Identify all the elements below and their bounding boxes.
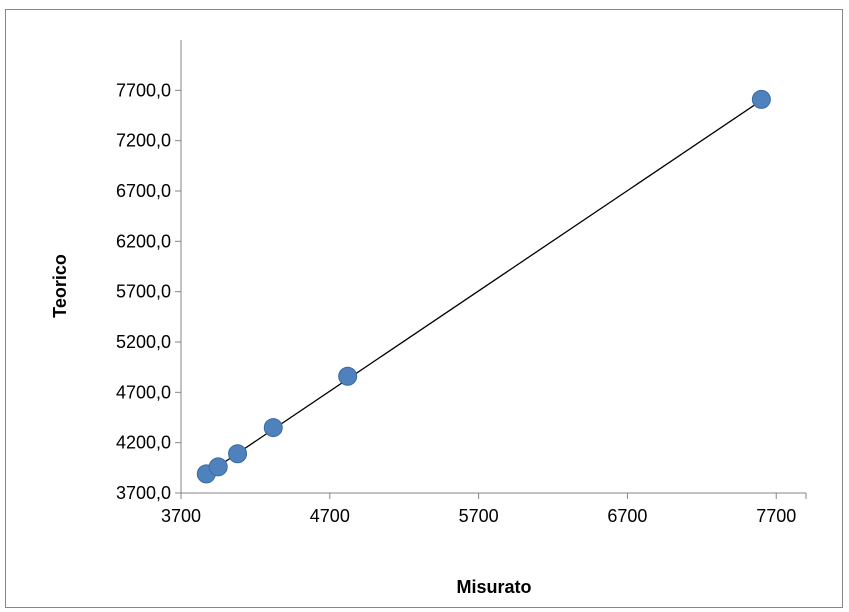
- y-tick-label: 5700,0: [116, 282, 171, 302]
- x-tick-label: 4700: [310, 506, 350, 526]
- y-axis-title: Teorico: [50, 254, 70, 318]
- y-tick-label: 6700,0: [116, 181, 171, 201]
- data-point: [751, 89, 771, 109]
- y-tick-label: 3700,0: [116, 483, 171, 503]
- data-point: [263, 418, 283, 438]
- x-tick-label: 7700: [756, 506, 796, 526]
- x-tick-label: 5700: [459, 506, 499, 526]
- data-point: [208, 457, 228, 477]
- x-tick-label: 6700: [607, 506, 647, 526]
- y-tick-label: 4200,0: [116, 433, 171, 453]
- chart-frame: 3700,0 4200,0 4700,0 5200,0 5700,0 6200,0 6700…: [5, 9, 843, 608]
- tick-labels: 3700,0 4200,0 4700,0 5200,0 5700,0 6200,0 6700…: [116, 80, 796, 526]
- y-tick-label: 4700,0: [116, 382, 171, 402]
- y-tick-label: 7700,0: [116, 80, 171, 100]
- scatter-chart: 3700,0 4200,0 4700,0 5200,0 5700,0 6200,0 6700…: [50, 40, 807, 597]
- trendline: [205, 99, 762, 475]
- y-tick-label: 7200,0: [116, 131, 171, 151]
- x-axis-title: Misurato: [456, 577, 531, 597]
- y-tick-label: 6200,0: [116, 231, 171, 251]
- trendline-layer: [205, 99, 762, 475]
- data-point: [228, 444, 248, 464]
- x-tick-label: 3700: [161, 506, 201, 526]
- axes: [175, 40, 807, 499]
- y-tick-label: 5200,0: [116, 332, 171, 352]
- data-point: [338, 366, 358, 386]
- data-points: [196, 89, 771, 484]
